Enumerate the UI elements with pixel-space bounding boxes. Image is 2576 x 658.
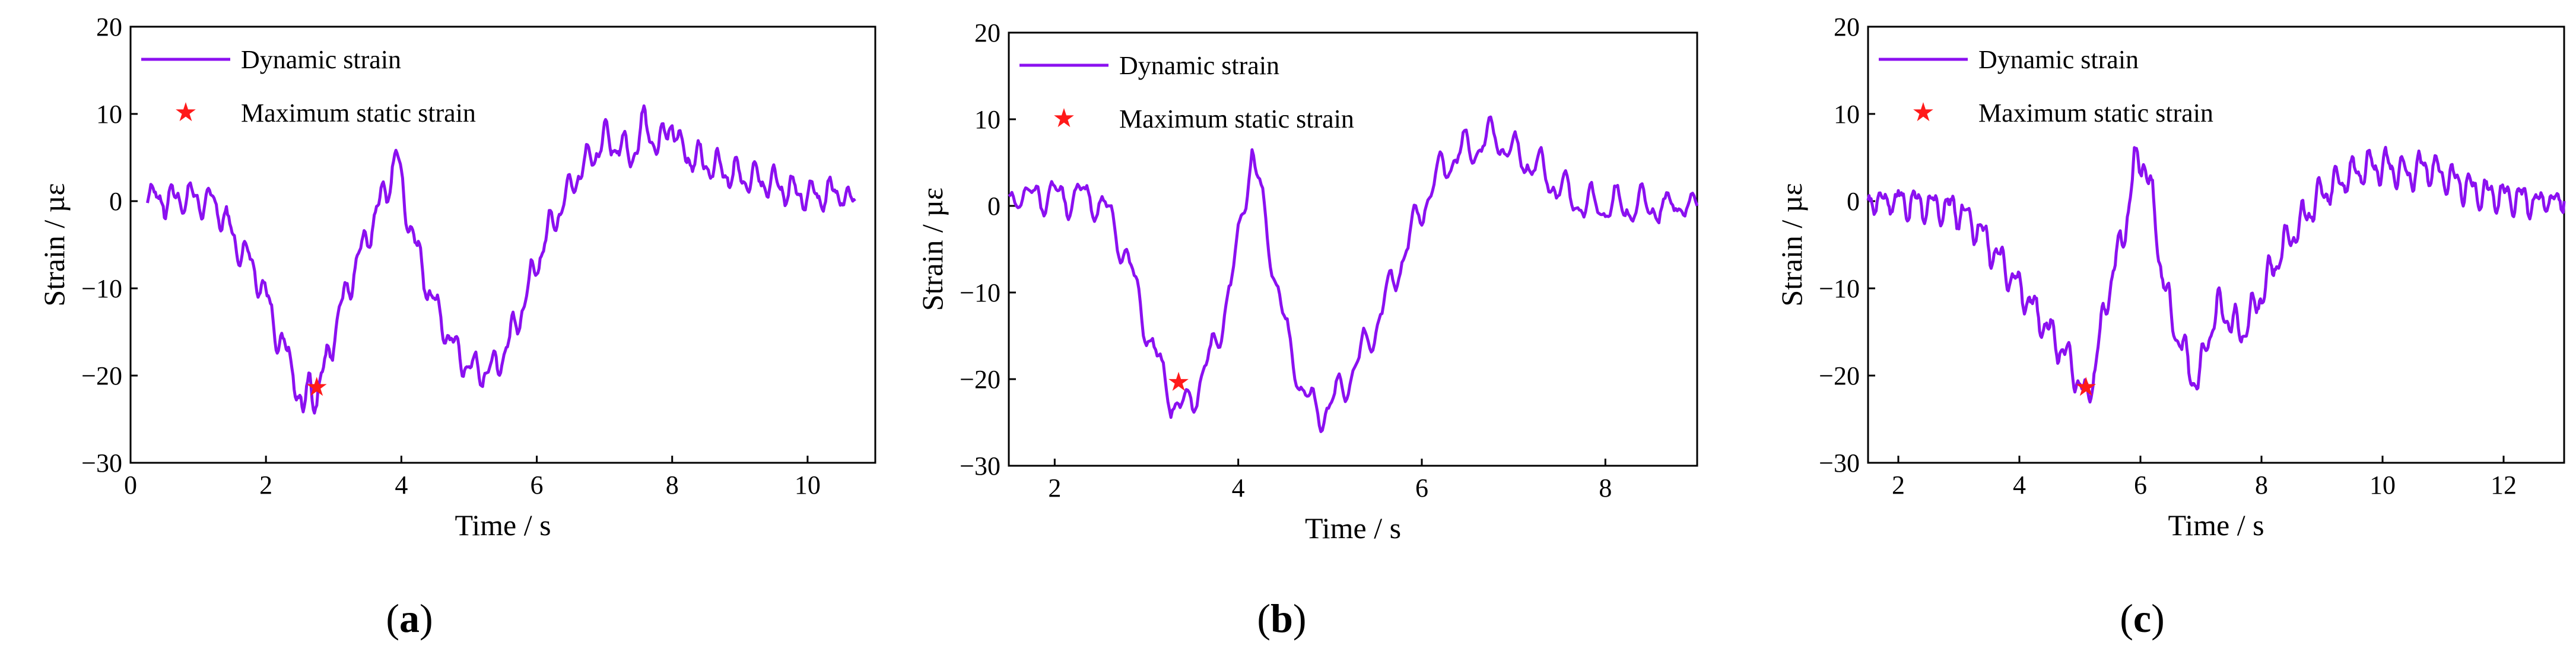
- legend-label-dynamic-strain: Dynamic strain: [241, 45, 401, 74]
- x-tick-label: 10: [2369, 471, 2396, 500]
- caption-open: (: [386, 596, 399, 641]
- caption-letter: c: [2133, 596, 2151, 641]
- legend-marker-sample: ★: [1911, 98, 1935, 127]
- y-tick-label: 20: [1834, 12, 1860, 42]
- legend-label-dynamic-strain: Dynamic strain: [1978, 45, 2139, 74]
- panel-caption: (c): [2120, 596, 2165, 641]
- x-tick-label: 2: [1048, 473, 1061, 503]
- x-tick-label: 4: [395, 471, 408, 500]
- y-tick-label: 10: [974, 105, 1000, 134]
- panel-caption: (a): [386, 596, 433, 641]
- x-axis-label: Time / s: [2168, 508, 2264, 542]
- y-axis-label: Strain / µε: [1775, 183, 1808, 306]
- y-tick-label: −20: [1819, 361, 1860, 390]
- chart-panel-c: 20 10 0 −10 −20 −30 2 4 6 8 10 12 Time / s Strain / µ…: [1775, 12, 2566, 641]
- series-line-dynamic-strain: [1866, 145, 2566, 404]
- x-tick-label: 4: [1232, 473, 1245, 503]
- max-static-strain-marker: ★: [2074, 373, 2097, 402]
- x-tick-label: 10: [795, 471, 821, 500]
- x-tick-label: 6: [2134, 471, 2147, 500]
- y-tick-label: 20: [974, 18, 1000, 47]
- series-line-dynamic-strain: [146, 104, 856, 415]
- caption-close: ): [420, 596, 433, 641]
- y-tick-label: −20: [81, 361, 122, 390]
- caption-close: ): [2151, 596, 2165, 641]
- y-tick-label: −30: [1819, 449, 1860, 478]
- y-tick-label: 10: [96, 100, 122, 129]
- x-tick-label: 6: [531, 471, 544, 500]
- max-static-strain-marker: ★: [1167, 367, 1190, 396]
- chart-panel-b: 20 10 0 −10 −20 −30 2 4 6 8 Time / s Strain / µε ★ Dy…: [916, 18, 1699, 641]
- y-tick-label: −10: [1819, 274, 1860, 303]
- legend-label-max-static-strain: Maximum static strain: [1119, 104, 1354, 133]
- x-tick-label: 8: [666, 471, 679, 500]
- y-axis-label: Strain / µε: [37, 183, 71, 306]
- legend-marker-sample: ★: [1052, 104, 1075, 133]
- x-tick-label: 8: [1599, 473, 1612, 503]
- legend-marker-sample: ★: [174, 98, 197, 127]
- y-tick-label: 0: [109, 187, 122, 216]
- legend-label-max-static-strain: Maximum static strain: [1978, 98, 2213, 128]
- legend-label-max-static-strain: Maximum static strain: [241, 98, 476, 128]
- x-tick-label: 2: [1892, 471, 1905, 500]
- y-tick-label: −30: [960, 452, 1000, 481]
- caption-open: (: [2120, 596, 2133, 641]
- y-tick-label: −30: [81, 449, 122, 478]
- x-axis-label: Time / s: [1305, 511, 1401, 545]
- y-axis-label: Strain / µε: [916, 187, 949, 311]
- y-tick-label: 0: [987, 192, 1000, 221]
- caption-letter: b: [1270, 596, 1293, 641]
- legend-label-dynamic-strain: Dynamic strain: [1119, 51, 1279, 80]
- plot-frame: [1008, 31, 1698, 467]
- panel-caption: (b): [1257, 596, 1306, 641]
- x-tick-label: 0: [124, 471, 137, 500]
- x-axis-label: Time / s: [455, 508, 551, 542]
- y-tick-label: 0: [1847, 187, 1860, 216]
- caption-open: (: [1257, 596, 1270, 641]
- series-line-dynamic-strain: [1008, 115, 1699, 433]
- max-static-strain-marker: ★: [305, 373, 328, 402]
- x-tick-label: 2: [259, 471, 272, 500]
- plot-frame: [1867, 26, 2565, 464]
- plot-frame: [129, 26, 876, 464]
- y-tick-label: −10: [960, 278, 1000, 307]
- caption-close: ): [1293, 596, 1307, 641]
- y-tick-label: 20: [96, 12, 122, 42]
- y-tick-label: −20: [960, 365, 1000, 394]
- caption-letter: a: [399, 596, 420, 641]
- x-tick-label: 4: [2013, 471, 2026, 500]
- x-tick-label: 8: [2255, 471, 2268, 500]
- y-tick-label: 10: [1834, 100, 1860, 129]
- x-tick-label: 6: [1415, 473, 1428, 503]
- x-tick-label: 12: [2491, 471, 2517, 500]
- y-tick-label: −10: [81, 274, 122, 303]
